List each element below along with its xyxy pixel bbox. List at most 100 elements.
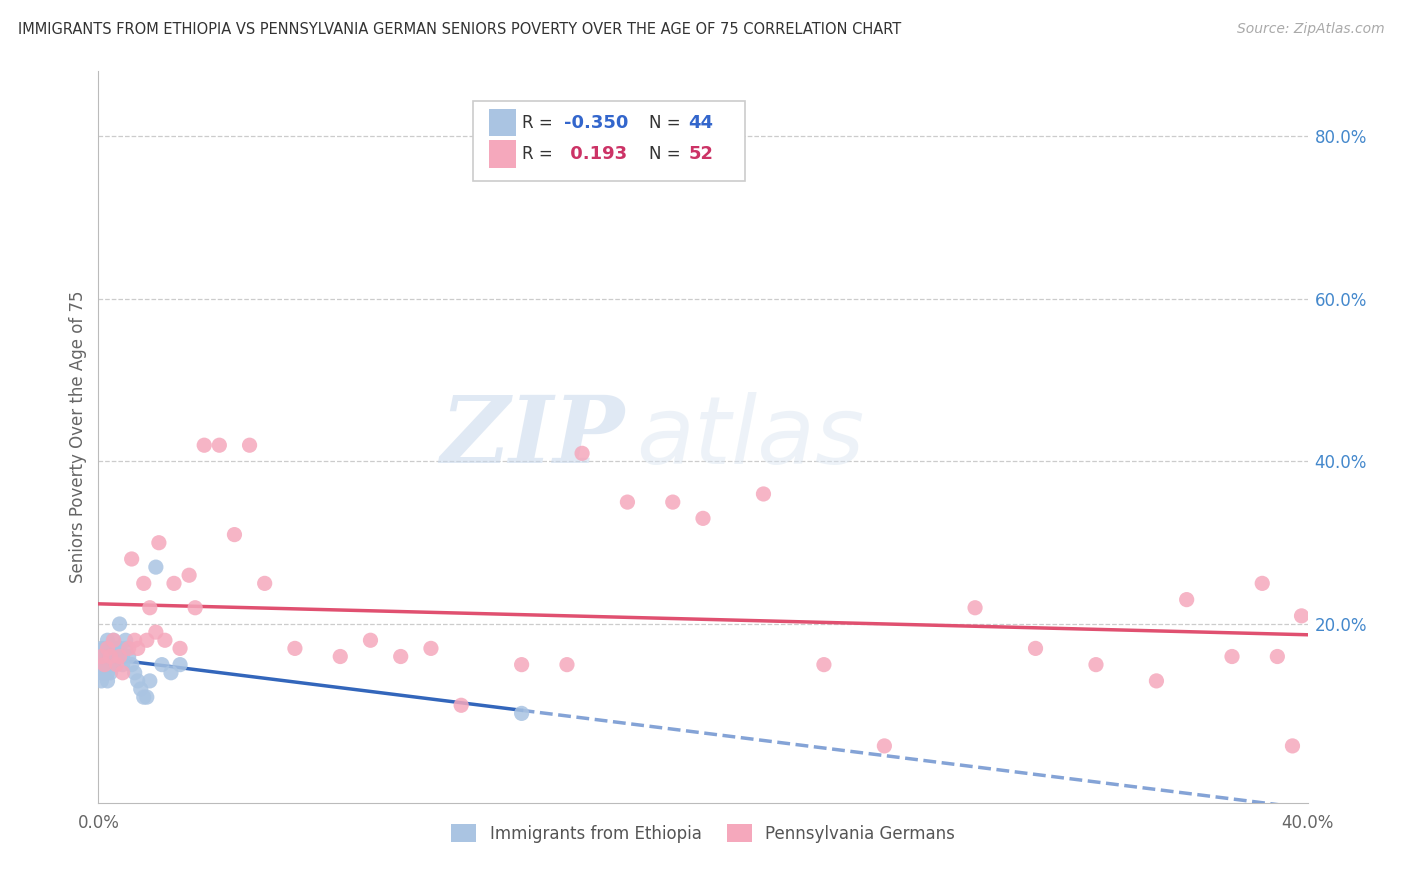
Point — [965, 600, 987, 615]
Point — [127, 673, 149, 688]
Point — [571, 446, 593, 460]
Point — [90, 649, 112, 664]
Point — [108, 649, 131, 664]
Point — [873, 739, 896, 753]
Point — [96, 665, 118, 680]
Point — [132, 576, 155, 591]
Point — [90, 649, 112, 664]
Text: 44: 44 — [689, 113, 713, 131]
Point — [1220, 649, 1243, 664]
Point — [510, 706, 533, 721]
Point — [179, 568, 201, 582]
Point — [239, 438, 262, 452]
Point — [420, 641, 443, 656]
Point — [752, 487, 775, 501]
Text: 0.193: 0.193 — [564, 145, 627, 163]
Point — [100, 665, 122, 680]
Point — [135, 633, 157, 648]
Point — [100, 641, 122, 656]
Point — [153, 633, 176, 648]
Point — [160, 665, 183, 680]
Point — [90, 665, 112, 680]
Point — [96, 649, 118, 664]
Point — [100, 657, 122, 672]
Point — [139, 600, 162, 615]
Text: R =: R = — [522, 145, 558, 163]
Point — [93, 657, 115, 672]
Point — [93, 649, 115, 664]
Point — [1024, 641, 1046, 656]
Point — [118, 641, 141, 656]
Point — [90, 673, 112, 688]
Point — [118, 649, 141, 664]
Point — [1251, 576, 1274, 591]
Point — [329, 649, 352, 664]
Point — [145, 625, 167, 640]
Point — [208, 438, 231, 452]
Text: Source: ZipAtlas.com: Source: ZipAtlas.com — [1237, 22, 1385, 37]
Point — [90, 657, 112, 672]
Point — [169, 641, 191, 656]
Point — [148, 535, 170, 549]
Point — [108, 617, 131, 632]
Text: -0.350: -0.350 — [564, 113, 628, 131]
Point — [100, 649, 122, 664]
Point — [96, 657, 118, 672]
Point — [114, 641, 136, 656]
Point — [132, 690, 155, 705]
Text: ZIP: ZIP — [440, 392, 624, 482]
Point — [163, 576, 186, 591]
Text: R =: R = — [522, 113, 558, 131]
Point — [93, 641, 115, 656]
Point — [389, 649, 412, 664]
Point — [450, 698, 472, 713]
Point — [96, 673, 118, 688]
Point — [121, 657, 143, 672]
Point — [103, 633, 125, 648]
Point — [1144, 673, 1167, 688]
Point — [1291, 608, 1313, 623]
Point — [103, 649, 125, 664]
Point — [555, 657, 578, 672]
Point — [661, 495, 683, 509]
Point — [616, 495, 638, 509]
Point — [121, 552, 143, 566]
Point — [103, 633, 125, 648]
Point — [108, 641, 131, 656]
Point — [108, 649, 131, 664]
Point — [90, 641, 112, 656]
Point — [145, 560, 167, 574]
Text: N =: N = — [648, 113, 686, 131]
Point — [1281, 739, 1303, 753]
Point — [169, 657, 191, 672]
Point — [90, 649, 112, 664]
Point — [224, 527, 246, 541]
Point — [93, 665, 115, 680]
Point — [1175, 592, 1198, 607]
Point — [184, 600, 207, 615]
Text: IMMIGRANTS FROM ETHIOPIA VS PENNSYLVANIA GERMAN SENIORS POVERTY OVER THE AGE OF : IMMIGRANTS FROM ETHIOPIA VS PENNSYLVANIA… — [18, 22, 901, 37]
Point — [124, 665, 146, 680]
Point — [111, 657, 134, 672]
Bar — [489, 109, 516, 136]
Point — [111, 649, 134, 664]
Point — [105, 649, 128, 664]
Point — [105, 641, 128, 656]
Point — [135, 690, 157, 705]
Point — [692, 511, 714, 525]
Point — [510, 657, 533, 672]
FancyBboxPatch shape — [474, 101, 745, 181]
Point — [127, 641, 149, 656]
Point — [1267, 649, 1289, 664]
Point — [96, 641, 118, 656]
Point — [284, 641, 307, 656]
Bar — [489, 140, 516, 168]
Point — [150, 657, 173, 672]
Point — [253, 576, 276, 591]
Y-axis label: Seniors Poverty Over the Age of 75: Seniors Poverty Over the Age of 75 — [69, 291, 87, 583]
Point — [813, 657, 835, 672]
Point — [93, 657, 115, 672]
Point — [193, 438, 215, 452]
Legend: Immigrants from Ethiopia, Pennsylvania Germans: Immigrants from Ethiopia, Pennsylvania G… — [444, 818, 962, 849]
Point — [124, 633, 146, 648]
